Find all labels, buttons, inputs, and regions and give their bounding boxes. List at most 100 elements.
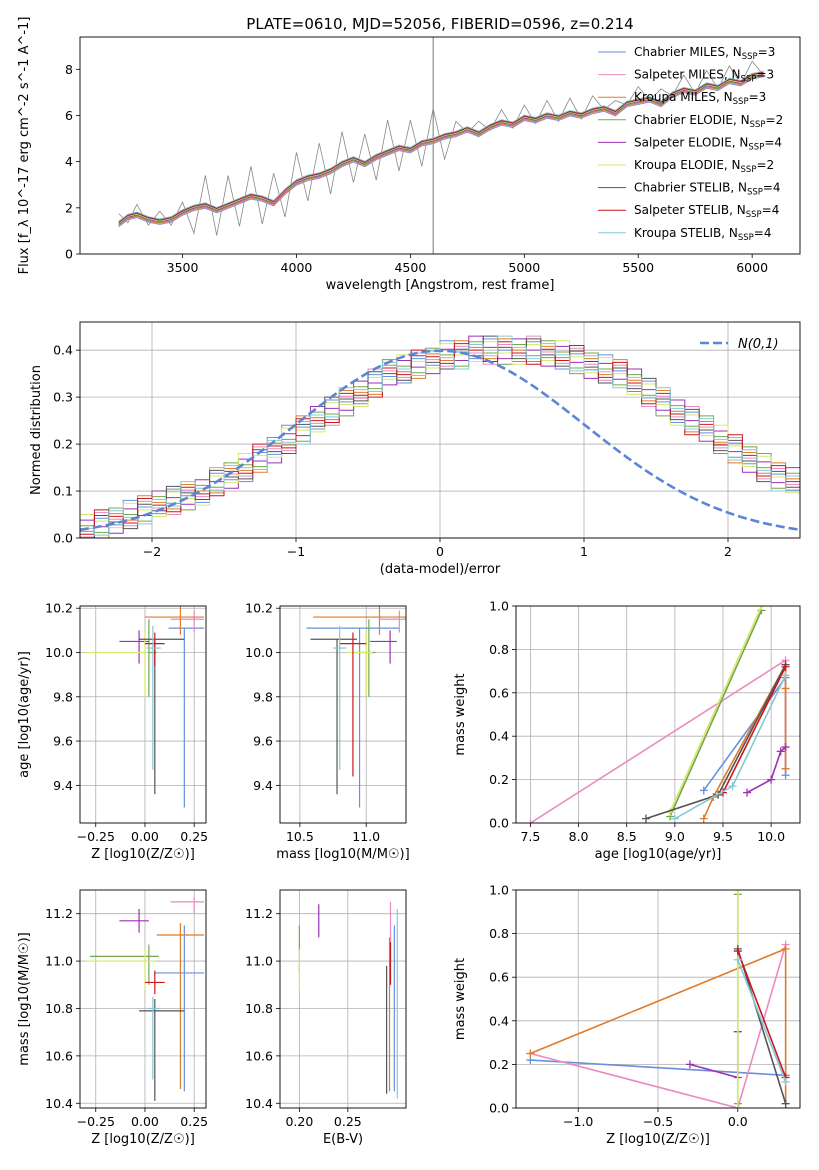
legend-label-subscript: SSP (746, 210, 762, 220)
legend-label-salpeter_stelib: Salpeter STELIB, NSSP=4 (634, 203, 779, 220)
axes-frame-age-vs-Z (79, 605, 207, 824)
weight-vs-age-plot-area (526, 606, 790, 823)
x-tick-label: −0.5 (643, 1114, 673, 1129)
weight-marker-kroupa_elodie (733, 1104, 742, 1108)
legend-label-salpeter_miles: Salpeter MILES, NSSP=3 (634, 68, 774, 85)
x-tick-label: 0.00 (131, 1114, 159, 1129)
legend-label-base: Kroupa ELODIE, N (634, 158, 741, 172)
legend-label-kroupa_stelib: Kroupa STELIB, NSSP=4 (634, 226, 772, 243)
x-tick-label: 5000 (508, 260, 540, 275)
y-tick-label: 0.4 (489, 729, 509, 744)
model-line-kroupa_elodie (118, 72, 764, 224)
axes-frame-weight-vs-Z (515, 889, 801, 1109)
legend-label-tail: =4 (763, 181, 781, 195)
y-axis-label: age [log10(age/yr)] (17, 651, 32, 778)
x-tick-label: 1 (580, 544, 588, 559)
y-tick-label: 9.6 (253, 734, 273, 749)
y-tick-label: 10.8 (45, 1001, 73, 1016)
y-tick-label: 0.2 (53, 437, 73, 452)
errorbar-point-kroupa_miles (313, 606, 406, 635)
weight-line-chabrier_miles (530, 1059, 786, 1077)
weight-marker-salpeter_elodie (776, 747, 785, 756)
legend-label-tail: =4 (762, 203, 780, 217)
x-tick-label: 8.0 (569, 829, 589, 844)
errorbar-point-kroupa_stelib (146, 996, 161, 1080)
weight-marker-salpeter_stelib (733, 947, 742, 956)
weight-marker-kroupa_stelib (733, 955, 742, 964)
model-line-chabrier_miles (118, 76, 764, 228)
y-tick-label: 0.8 (489, 642, 509, 657)
x-tick-label: 0.25 (334, 1114, 362, 1129)
x-axis-label: age [log10(age/yr)] (595, 847, 722, 862)
legend-label-chabrier_miles: Chabrier MILES, NSSP=3 (634, 45, 775, 62)
errorbar-point-salpeter_elodie (370, 630, 397, 664)
weight-marker-kroupa_miles (781, 684, 790, 693)
errorbar-point-salpeter_stelib (144, 970, 165, 995)
y-tick-label: 0.0 (53, 531, 73, 546)
y-axis-label: Normed distribution (29, 365, 44, 495)
legend-label-tail: =2 (756, 158, 774, 172)
legend-label-subscript: SSP (741, 165, 757, 175)
x-axis-label: Z [log10(Z/Z☉)] (91, 847, 195, 862)
weight-marker-salpeter_elodie (743, 788, 752, 797)
weight-line-salpeter_stelib (722, 666, 787, 793)
errorbar-point-salpeter_stelib (339, 632, 367, 777)
y-tick-label: 9.4 (253, 778, 273, 793)
normal-distribution-curve (80, 349, 800, 532)
y-tick-label: 0.6 (489, 970, 509, 985)
x-axis-label: Z [log10(Z/Z☉)] (91, 1132, 195, 1147)
model-line-salpeter_elodie (118, 73, 764, 225)
y-tick-label: 10.6 (245, 1048, 273, 1063)
weight-marker-kroupa_elodie (733, 890, 742, 894)
x-axis-label: wavelength [Angstrom, rest frame] (326, 278, 555, 293)
y-tick-label: 10.6 (45, 1048, 73, 1063)
x-tick-label: −1.0 (563, 1114, 593, 1129)
errorbar-point-chabrier_miles (154, 925, 205, 1092)
spectrum-legend: Chabrier MILES, NSSP=3 Salpeter MILES, NS… (598, 45, 783, 243)
x-tick-label: 0 (436, 544, 444, 559)
x-tick-label: 0.25 (180, 829, 208, 844)
legend-label-base: Kroupa MILES, N (634, 90, 733, 104)
x-axis-label: Z [log10(Z/Z☉)] (606, 1132, 710, 1147)
x-tick-label: 10.0 (757, 829, 785, 844)
x-tick-label: 5500 (622, 260, 654, 275)
errorbar-point-chabrier_elodie (355, 619, 376, 697)
axes-frame-residuals (79, 321, 801, 539)
legend-label-base: Salpeter STELIB, N (634, 203, 746, 217)
x-tick-label: 10.5 (286, 829, 314, 844)
legend-label-subscript: SSP (738, 233, 754, 243)
x-axis-label: mass [log10(M/M☉)] (276, 847, 409, 862)
errorbar-point-chabrier_stelib (139, 638, 185, 795)
y-tick-label: 0 (65, 247, 73, 262)
axes-frame-weight-vs-age (515, 605, 801, 824)
x-tick-label: 3500 (167, 260, 199, 275)
errorbar-point-chabrier_elodie (89, 944, 159, 985)
weight-marker-kroupa_stelib (781, 1077, 790, 1086)
weight-marker-chabrier_stelib (781, 1099, 790, 1108)
x-tick-label: 4000 (281, 260, 313, 275)
legend-label-chabrier_stelib: Chabrier STELIB, NSSP=4 (634, 181, 781, 198)
errorbar-point-salpeter_elodie (119, 908, 149, 933)
y-tick-label: 10.2 (45, 601, 73, 616)
errorbar-point-salpeter_miles (379, 610, 406, 633)
age-vs-Z-plot-area (85, 606, 205, 808)
weight-marker-kroupa_elodie (757, 606, 766, 610)
weight-line-chabrier_stelib (737, 948, 787, 1104)
y-tick-label: 0.0 (489, 816, 509, 831)
model-line-chabrier_stelib (118, 72, 764, 223)
y-tick-label: 10.8 (245, 1001, 273, 1016)
y-tick-label: 11.2 (245, 906, 273, 921)
mass-vs-ebv-plot-area (298, 901, 398, 1099)
weight-marker-salpeter_elodie (767, 775, 776, 784)
y-axis-label: Flux [f_λ 10^-17 erg cm^-2 s^-1 A^-1] (17, 17, 32, 275)
y-tick-label: 1.0 (489, 883, 509, 898)
model-line-kroupa_stelib (118, 70, 764, 222)
y-axis-label: mass [log10(M/M☉)] (17, 932, 32, 1065)
legend-label-kroupa_elodie: Kroupa ELODIE, NSSP=2 (634, 158, 774, 175)
errorbar-point-salpeter_stelib (144, 632, 165, 666)
y-tick-label: 0.2 (489, 1057, 509, 1072)
weight-marker-kroupa_miles (781, 764, 790, 773)
weight-line-salpeter_elodie (746, 746, 787, 794)
legend-label-base: Kroupa STELIB, N (634, 226, 738, 240)
